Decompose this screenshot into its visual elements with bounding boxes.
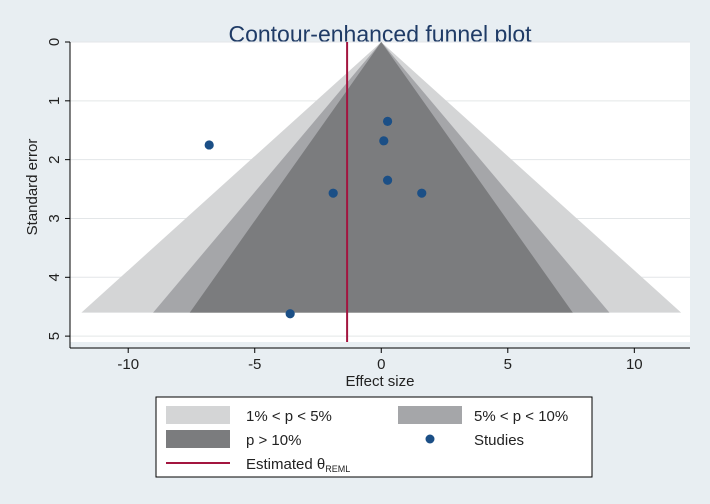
x-tick-label-10: 10 [626,356,643,373]
y-axis-label: Standard error [24,139,41,236]
study-point-6 [417,188,427,198]
significance-contours [81,42,682,342]
y-tick-label-2: 2 [46,155,63,163]
x-tick-label--5: -5 [248,356,261,373]
legend-swatch-gt-10 [166,430,230,448]
legend-swatch-1-5 [166,406,230,424]
y-tick-label-1: 1 [46,97,63,105]
legend-label-studies: Studies [474,432,524,449]
study-point-1 [204,140,214,150]
legend-label-5-10: 5% < p < 10% [474,408,568,425]
legend-label-1-5: 1% < p < 5% [246,408,332,425]
study-point-3 [379,136,389,146]
x-tick-label-5: 5 [504,356,512,373]
legend-studies-marker [425,434,435,444]
legend-label-gt-10: p > 10% [246,432,301,449]
legend-estimate-subscript: REML [325,464,350,474]
study-point-7 [285,309,295,319]
legend: 1% < p < 5% 5% < p < 10% p > 10% Studies… [155,396,593,478]
study-points [204,116,427,319]
study-point-2 [382,116,393,127]
legend-label-estimate: Estimated θREML [246,456,350,474]
x-tick-label-0: 0 [377,356,385,373]
y-tick-label-4: 4 [46,273,63,281]
study-point-4 [382,175,393,185]
axes: -10 -5 0 5 10 0 1 2 3 4 5 [46,38,690,373]
y-tick-label-0: 0 [46,38,63,46]
y-tick-label-5: 5 [46,332,63,340]
legend-estimate-prefix: Estimated θ [246,456,325,473]
x-axis-label: Effect size [346,373,415,390]
study-point-5 [328,188,338,198]
x-tick-label--10: -10 [117,356,139,373]
y-tick-label-3: 3 [46,214,63,222]
contour-region-3 [189,42,573,313]
legend-swatch-5-10 [398,406,462,424]
